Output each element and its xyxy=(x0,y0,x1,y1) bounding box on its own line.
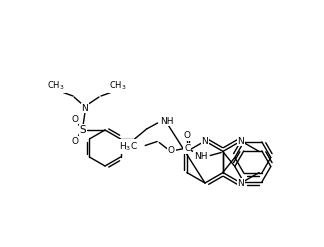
Text: O: O xyxy=(168,146,175,155)
Text: H$_3$C: H$_3$C xyxy=(119,140,138,153)
Text: NH: NH xyxy=(194,152,207,161)
Text: N: N xyxy=(82,103,88,112)
Text: C: C xyxy=(184,144,190,153)
Text: O: O xyxy=(72,115,78,124)
Text: NH: NH xyxy=(161,117,174,125)
Text: N: N xyxy=(237,179,244,187)
Text: N: N xyxy=(237,137,244,145)
Text: CH$_3$: CH$_3$ xyxy=(47,80,65,92)
Text: CH$_3$: CH$_3$ xyxy=(109,80,127,92)
Text: N: N xyxy=(202,137,208,145)
Text: O: O xyxy=(72,137,78,145)
Text: S: S xyxy=(80,125,86,135)
Text: O: O xyxy=(184,131,191,140)
